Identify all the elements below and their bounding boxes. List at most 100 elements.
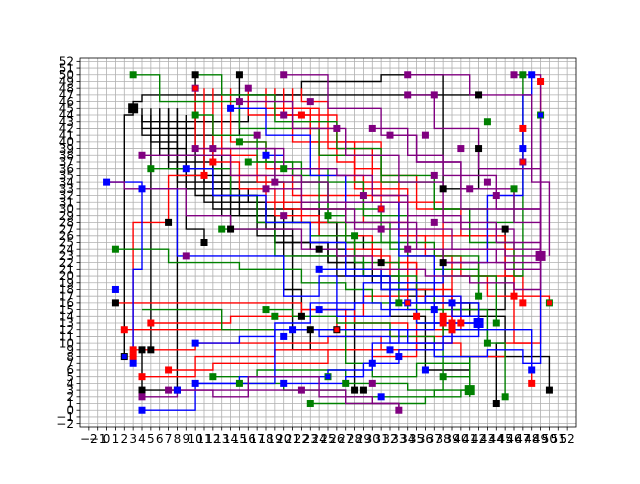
point-marker-53	[111, 245, 119, 253]
point-marker-84	[138, 406, 146, 414]
x-tick-label: 11	[196, 432, 211, 446]
point-marker-43	[413, 312, 421, 320]
y-tick-label: 37	[59, 155, 74, 169]
point-marker-106	[519, 145, 527, 153]
point-marker-80	[103, 178, 111, 186]
point-marker-45	[519, 124, 527, 132]
point-marker-140	[297, 386, 305, 394]
point-marker-33	[404, 299, 412, 307]
x-tick-label: 36	[418, 432, 433, 446]
points-layer	[103, 71, 553, 414]
y-tick-label: 34	[59, 175, 74, 189]
point-marker-41	[439, 319, 447, 327]
y-tick-label: 26	[59, 229, 74, 243]
point-marker-27	[457, 319, 465, 327]
y-tick-label: 45	[59, 102, 74, 116]
point-marker-47	[297, 111, 305, 119]
point-marker-85	[191, 379, 199, 387]
point-marker-36	[528, 379, 536, 387]
x-tick-label: 30	[365, 432, 380, 446]
series-line-53	[195, 309, 435, 385]
x-tick-label: 3	[129, 432, 137, 446]
x-tick-label: 33	[391, 432, 406, 446]
point-marker-88	[315, 306, 323, 314]
point-marker-37	[510, 292, 518, 300]
y-tick-label: 41	[59, 128, 74, 142]
x-tick-label: 49	[533, 432, 548, 446]
y-tick-label: 18	[59, 283, 74, 297]
y-tick-label: 21	[59, 263, 74, 277]
point-marker-21	[111, 299, 119, 307]
x-tick-label: 44	[489, 432, 504, 446]
point-marker-66	[483, 339, 491, 347]
x-tick-label: 27	[338, 432, 353, 446]
x-tick-label: 32	[382, 432, 397, 446]
point-marker-12	[439, 259, 447, 267]
y-tick-label: 15	[59, 303, 74, 317]
point-marker-100	[324, 373, 332, 381]
x-tick-label: 51	[551, 432, 566, 446]
series-line-50	[106, 181, 143, 364]
series-line-37	[133, 74, 524, 277]
x-tick-label: 12	[205, 432, 220, 446]
point-marker-141	[368, 379, 376, 387]
point-marker-134	[280, 212, 288, 220]
x-tick-label: 4	[138, 432, 146, 446]
x-tick-label: 23	[303, 432, 318, 446]
point-marker-102	[395, 353, 403, 361]
y-tick-label: 5	[66, 370, 74, 384]
point-marker-107	[280, 332, 288, 340]
y-tick-label: 7	[66, 356, 74, 370]
y-tick-label: 25	[59, 236, 74, 250]
x-tick-label: 35	[409, 432, 424, 446]
series-line-63	[106, 181, 542, 291]
point-marker-51	[165, 366, 173, 374]
x-tick-label: 25	[320, 432, 335, 446]
y-tick-label: 27	[59, 222, 74, 236]
y-tick-label: 13	[59, 316, 74, 330]
point-marker-121	[262, 185, 270, 193]
y-axis: −2−1012345678910111213141516171819202122…	[56, 55, 80, 431]
point-marker-42	[448, 326, 456, 334]
point-marker-96	[448, 299, 456, 307]
x-tick-label: 9	[182, 432, 190, 446]
y-tick-label: 30	[59, 202, 74, 216]
y-tick-label: 8	[66, 350, 74, 364]
point-marker-136	[404, 245, 412, 253]
point-marker-23	[439, 185, 447, 193]
point-marker-44	[537, 77, 545, 85]
x-tick-label: −1	[89, 432, 107, 446]
point-marker-97	[528, 366, 536, 374]
x-tick-label: 10	[188, 432, 203, 446]
point-marker-4	[191, 71, 199, 79]
x-tick-label: 50	[542, 432, 557, 446]
series-line-12	[150, 74, 480, 190]
series-line-70	[407, 74, 551, 256]
point-marker-77	[342, 379, 350, 387]
point-marker-50	[129, 346, 137, 354]
y-tick-label: 46	[59, 95, 74, 109]
point-marker-116	[404, 71, 412, 79]
series-line-61	[452, 302, 533, 370]
x-tick-label: 52	[560, 432, 575, 446]
y-tick-label: 48	[59, 81, 74, 95]
x-tick-label: −2	[80, 432, 98, 446]
point-marker-128	[271, 178, 279, 186]
point-marker-135	[359, 192, 367, 200]
point-marker-105	[421, 366, 429, 374]
point-marker-46	[519, 158, 527, 166]
point-marker-63	[244, 158, 252, 166]
y-tick-label: 6	[66, 363, 74, 377]
point-marker-132	[483, 178, 491, 186]
x-tick-label: 16	[241, 432, 256, 446]
point-marker-67	[218, 225, 226, 233]
y-tick-label: 50	[59, 68, 74, 82]
point-marker-58	[395, 299, 403, 307]
x-tick-label: 29	[356, 432, 371, 446]
point-marker-79	[466, 386, 474, 394]
point-marker-16	[306, 326, 314, 334]
point-marker-93	[227, 104, 235, 112]
y-tick-label: 11	[59, 330, 74, 344]
y-tick-label: 4	[66, 377, 74, 391]
